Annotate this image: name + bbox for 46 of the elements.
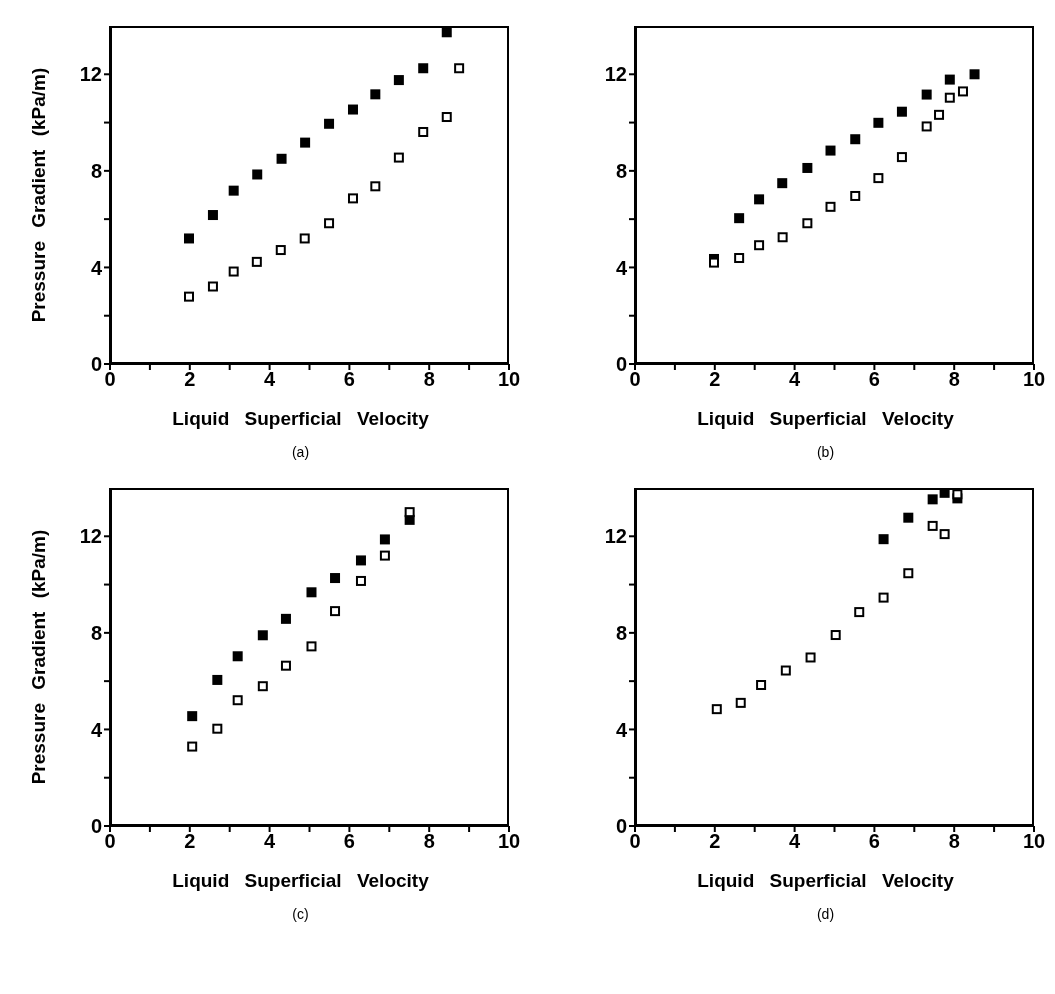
x-tick-label: 4 bbox=[789, 830, 802, 853]
y-tick-label: 8 bbox=[90, 621, 102, 644]
x-tick-label: 4 bbox=[264, 368, 277, 391]
y-tick-label: 8 bbox=[90, 159, 102, 182]
x-tick-label: 2 bbox=[184, 830, 196, 853]
y-tick-label: 4 bbox=[615, 256, 628, 279]
y-tick-label: 4 bbox=[90, 256, 103, 279]
x-axis-title: Liquid Superficial Velocity bbox=[696, 408, 955, 430]
y-tick-label: 0 bbox=[615, 353, 627, 376]
y-tick-label: 12 bbox=[604, 525, 627, 548]
x-tick-label: 4 bbox=[789, 368, 802, 391]
x-axis-title: Liquid Superficial Velocity bbox=[171, 408, 430, 430]
x-tick-label: 2 bbox=[709, 368, 721, 391]
x-tick-label: 10 bbox=[1022, 368, 1046, 391]
y-tick-label: 12 bbox=[79, 525, 102, 548]
x-tick-label: 8 bbox=[948, 368, 960, 391]
y-tick-label: 8 bbox=[615, 159, 627, 182]
x-tick-label: 6 bbox=[868, 368, 880, 391]
x-tick-label: 8 bbox=[948, 830, 960, 853]
x-tick-label: 6 bbox=[343, 830, 355, 853]
y-tick-label: 8 bbox=[615, 621, 627, 644]
text: (a) bbox=[290, 444, 311, 460]
x-axis-title: Liquid Superficial Velocity bbox=[171, 870, 430, 892]
x-tick-label: 10 bbox=[497, 368, 521, 391]
y-tick-label: 0 bbox=[90, 353, 102, 376]
text: (b) bbox=[815, 444, 836, 460]
x-tick-label: 6 bbox=[868, 830, 880, 853]
y-axis-title: Pressure Gradient (kPa/m) bbox=[27, 67, 49, 323]
y-tick-label: 12 bbox=[79, 63, 102, 86]
x-tick-label: 10 bbox=[497, 830, 521, 853]
y-tick-label: 4 bbox=[615, 718, 628, 741]
x-tick-label: 10 bbox=[1022, 830, 1046, 853]
x-tick-label: 2 bbox=[184, 368, 196, 391]
y-tick-label: 4 bbox=[90, 718, 103, 741]
y-axis-title: Pressure Gradient (kPa/m) bbox=[27, 529, 49, 785]
x-tick-label: 4 bbox=[264, 830, 277, 853]
y-tick-label: 12 bbox=[604, 63, 627, 86]
text: (d) bbox=[815, 906, 836, 922]
text: (c) bbox=[291, 906, 310, 922]
x-tick-label: 6 bbox=[343, 368, 355, 391]
x-tick-label: 2 bbox=[709, 830, 721, 853]
x-axis-title: Liquid Superficial Velocity bbox=[696, 870, 955, 892]
y-tick-label: 0 bbox=[615, 815, 627, 838]
x-tick-label: 8 bbox=[423, 368, 435, 391]
y-tick-label: 0 bbox=[90, 815, 102, 838]
x-tick-label: 8 bbox=[423, 830, 435, 853]
